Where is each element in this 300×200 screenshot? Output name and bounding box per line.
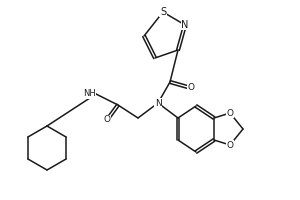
Text: O: O: [226, 140, 233, 150]
Text: S: S: [160, 7, 166, 17]
Text: O: O: [103, 116, 110, 124]
Text: O: O: [226, 108, 233, 117]
Text: NH: NH: [83, 90, 96, 98]
Text: O: O: [188, 84, 194, 92]
Text: N: N: [154, 98, 161, 108]
Text: N: N: [181, 20, 189, 30]
